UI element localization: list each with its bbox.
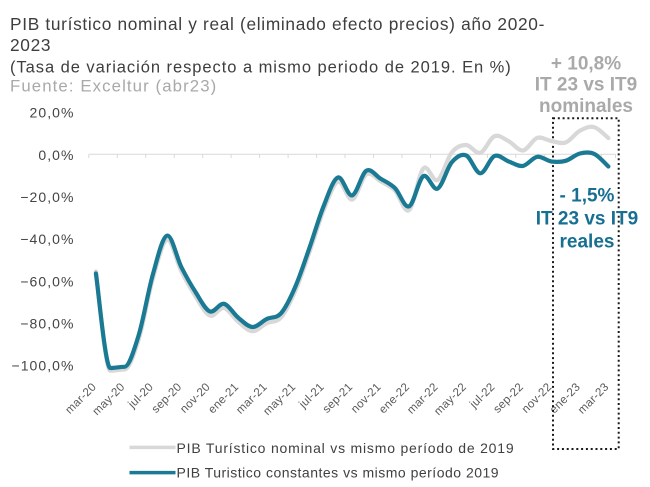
svg-text:PIB Turístico nominal vs mismo: PIB Turístico nominal vs mismo período d…	[177, 440, 515, 456]
svg-text:reales: reales	[560, 232, 615, 253]
svg-text:−20,0%: −20,0%	[20, 189, 74, 205]
svg-text:−80,0%: −80,0%	[20, 316, 74, 332]
svg-text:Fuente: Exceltur (abr23): Fuente: Exceltur (abr23)	[10, 76, 217, 95]
svg-text:20,0%: 20,0%	[30, 105, 75, 121]
svg-text:0,0%: 0,0%	[38, 147, 74, 163]
svg-text:IT 23 vs IT9: IT 23 vs IT9	[536, 208, 638, 229]
svg-text:PIB turístico nominal y real (: PIB turístico nominal y real (eliminado …	[10, 14, 545, 34]
svg-text:PIB Turistico constantes vs mi: PIB Turistico constantes vs mismo períod…	[177, 465, 500, 481]
svg-text:+ 10,8%: + 10,8%	[551, 53, 621, 74]
svg-text:−60,0%: −60,0%	[20, 273, 74, 289]
svg-text:2023: 2023	[10, 35, 51, 55]
svg-text:−40,0%: −40,0%	[20, 231, 74, 247]
svg-text:(Tasa de variación respecto a: (Tasa de variación respecto a mismo peri…	[10, 59, 512, 77]
svg-text:−100,0%: −100,0%	[11, 358, 74, 374]
svg-text:- 1,5%: - 1,5%	[560, 185, 615, 206]
svg-text:IT 23 vs IT9: IT 23 vs IT9	[535, 75, 637, 96]
svg-text:nominales: nominales	[539, 96, 633, 117]
